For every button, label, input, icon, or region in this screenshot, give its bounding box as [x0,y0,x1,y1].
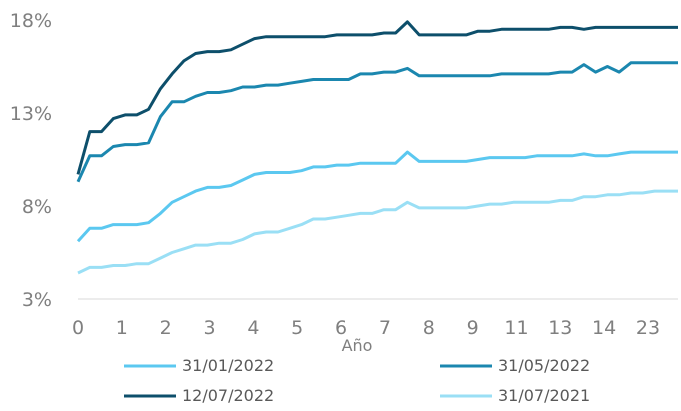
legend-label: 12/07/2022 [182,386,274,405]
x-tick-label: 3 [203,317,215,339]
x-tick-label: 7 [379,317,391,339]
x-tick-label: 6 [335,317,347,339]
x-tick-label: 11 [504,317,528,339]
y-tick-label: 13% [10,103,52,125]
series-line-3 [76,20,678,175]
series-line-1 [76,150,678,243]
y-tick-label: 3% [22,289,52,311]
x-tick-label: 14 [592,317,616,339]
x-axis: 0 1 2 3 4 5 6 7 8 9 11 13 14 23 [72,317,660,339]
x-axis-title: Año [342,336,373,355]
x-tick-label: 0 [72,317,84,339]
x-tick-label: 2 [160,317,172,339]
legend-label: 31/05/2022 [498,356,590,375]
series-line-4 [77,189,678,275]
x-tick-label: 8 [423,317,435,339]
series-line-2 [76,61,678,183]
x-tick-label: 13 [548,317,572,339]
x-tick-label: 1 [116,317,128,339]
y-tick-label: 18% [10,10,52,32]
x-tick-label: 23 [636,317,660,339]
x-tick-label: 9 [467,317,479,339]
legend-label: 31/07/2021 [498,386,590,405]
y-tick-label: 8% [22,196,52,218]
x-tick-label: 5 [291,317,303,339]
legend-label: 31/01/2022 [182,356,274,375]
y-axis: 3% 8% 13% 18% [10,10,52,311]
legend: 31/01/2022 31/05/2022 12/07/2022 31/07/2021 [124,356,590,405]
x-tick-label: 4 [247,317,259,339]
series-group [76,20,678,275]
